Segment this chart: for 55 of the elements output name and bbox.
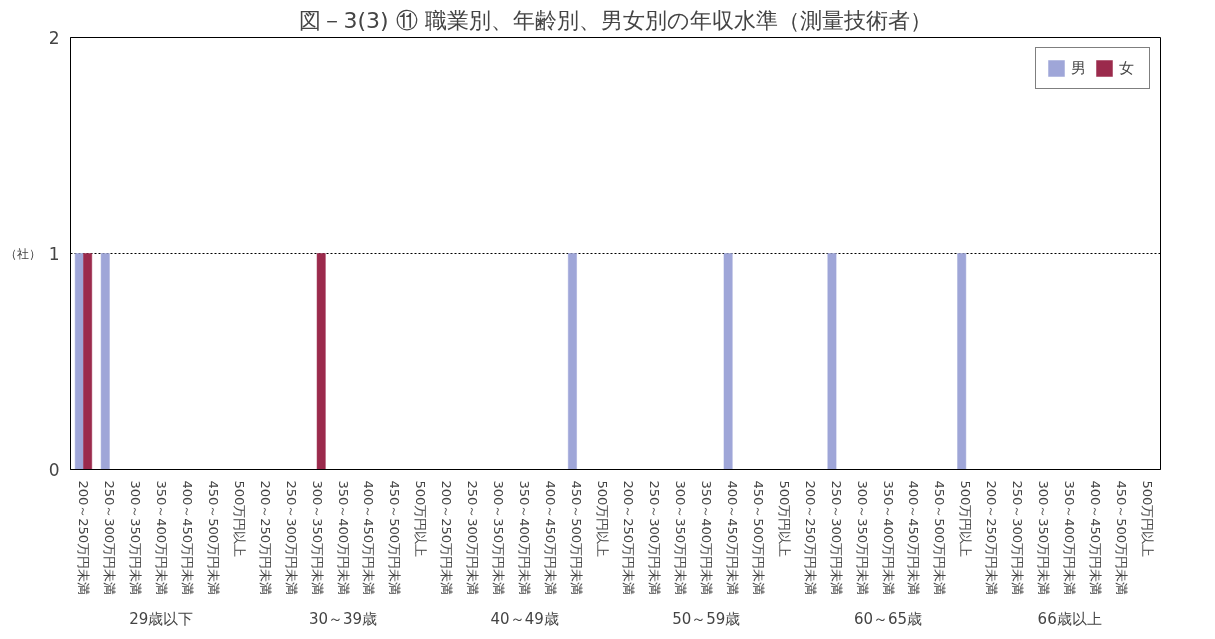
x-tick-label: 450～500万円未満 — [1114, 480, 1130, 596]
x-tick-label: 400～450万円未満 — [179, 480, 195, 596]
x-tick-label: 450～500万円未満 — [750, 480, 766, 596]
x-tick-label: 400～450万円未満 — [543, 480, 559, 596]
y-axis-title: （社） — [4, 246, 41, 261]
x-tick-label: 200～250万円未満 — [75, 480, 91, 596]
x-tick-label: 350～400万円未満 — [153, 480, 169, 596]
text: 66歳以上 — [1037, 609, 1102, 628]
y-tick-label: 2 — [48, 28, 60, 48]
x-tick-label: 400～450万円未満 — [1088, 480, 1104, 596]
x-tick-label: 350～400万円未満 — [1062, 480, 1078, 596]
x-tick-label: 350～400万円未満 — [698, 480, 714, 596]
x-tick-label: 450～500万円未満 — [569, 480, 585, 596]
x-tick-label: 250～300万円未満 — [283, 480, 299, 596]
x-tick-label: 200～250万円未満 — [439, 480, 455, 596]
x-tick-label: 200～250万円未満 — [802, 480, 818, 596]
text: 30～39歳 — [308, 609, 378, 628]
x-tick-label: 400～450万円未満 — [361, 480, 377, 596]
x-tick-label: 250～300万円未満 — [465, 480, 481, 596]
x-tick-label: 250～300万円未満 — [646, 480, 662, 596]
x-tick-label: 450～500万円未満 — [932, 480, 948, 596]
text: 29歳以下 — [129, 609, 194, 628]
x-tick-label: 250～300万円未満 — [828, 480, 844, 596]
x-tick-label: 200～250万円未満 — [620, 480, 636, 596]
chart-title: 図－3(3) ⑪ 職業別、年齢別、男女別の年収水準（測量技術者） — [299, 7, 932, 33]
x-tick-label: 250～300万円未満 — [1010, 480, 1026, 596]
x-tick-label: 350～400万円未満 — [335, 480, 351, 596]
y-tick-label: 1 — [48, 244, 60, 264]
x-tick-label: 500万円以上 — [958, 480, 974, 558]
legend-label: 女 — [1119, 58, 1135, 78]
x-tick-label: 500万円以上 — [231, 480, 247, 558]
x-tick-label: 200～250万円未満 — [257, 480, 273, 596]
x-tick-label: 200～250万円未満 — [984, 480, 1000, 596]
x-tick-label: 500万円以上 — [776, 480, 792, 558]
x-tick-label: 450～500万円未満 — [205, 480, 221, 596]
x-tick-label: 300～350万円未満 — [672, 480, 688, 596]
x-tick-label: 300～350万円未満 — [309, 480, 325, 596]
x-tick-label: 350～400万円未満 — [880, 480, 896, 596]
x-tick-label: 300～350万円未満 — [1036, 480, 1052, 596]
x-tick-label: 350～400万円未満 — [517, 480, 533, 596]
x-tick-label: 300～350万円未満 — [854, 480, 870, 596]
text: 40～49歳 — [490, 609, 559, 628]
y-tick-label: 0 — [48, 460, 60, 480]
x-tick-label: 300～350万円未満 — [127, 480, 143, 596]
x-tick-label: 500万円以上 — [413, 480, 429, 558]
x-tick-label: 500万円以上 — [595, 480, 611, 558]
x-tick-label: 500万円以上 — [1140, 480, 1156, 558]
x-tick-label: 400～450万円未満 — [906, 480, 922, 596]
x-tick-label: 300～350万円未満 — [491, 480, 507, 596]
x-tick-label: 400～450万円未満 — [724, 480, 740, 596]
x-tick-label: 250～300万円未満 — [101, 480, 117, 596]
x-tick-label: 450～500万円未満 — [387, 480, 403, 596]
text: 50～59歳 — [672, 609, 741, 628]
text: 60～65歳 — [853, 609, 923, 628]
legend-label: 男 — [1071, 58, 1087, 78]
